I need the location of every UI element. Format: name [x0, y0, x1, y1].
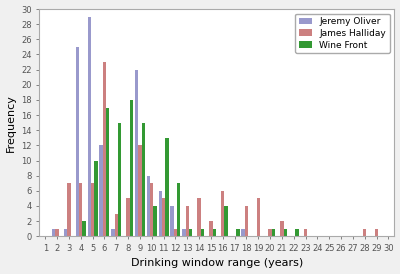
Bar [91, 183, 94, 236]
Bar [236, 229, 240, 236]
Bar [170, 206, 174, 236]
Bar [142, 123, 145, 236]
Bar [272, 229, 275, 236]
Bar [100, 145, 103, 236]
Bar [242, 229, 245, 236]
Bar [111, 229, 115, 236]
Bar [118, 123, 121, 236]
Bar [284, 229, 287, 236]
Bar [186, 206, 189, 236]
Bar [115, 213, 118, 236]
Bar [295, 229, 299, 236]
Bar [82, 221, 86, 236]
Bar [154, 206, 157, 236]
Bar [159, 191, 162, 236]
Bar [52, 229, 56, 236]
Bar [201, 229, 204, 236]
Bar [280, 221, 284, 236]
Bar [103, 62, 106, 236]
Bar [130, 100, 133, 236]
Bar [304, 229, 307, 236]
Bar [212, 229, 216, 236]
Bar [245, 206, 248, 236]
Bar [79, 183, 82, 236]
X-axis label: Drinking window range (years): Drinking window range (years) [131, 258, 303, 269]
Bar [198, 198, 201, 236]
Bar [182, 229, 186, 236]
Bar [150, 183, 154, 236]
Legend: Jeremy Oliver, James Halliday, Wine Front: Jeremy Oliver, James Halliday, Wine Fron… [295, 14, 390, 53]
Bar [174, 229, 177, 236]
Bar [224, 206, 228, 236]
Bar [162, 198, 165, 236]
Bar [268, 229, 272, 236]
Bar [67, 183, 71, 236]
Bar [147, 176, 150, 236]
Bar [106, 107, 110, 236]
Bar [138, 145, 142, 236]
Bar [375, 229, 378, 236]
Bar [256, 198, 260, 236]
Bar [64, 229, 67, 236]
Bar [126, 198, 130, 236]
Bar [221, 191, 224, 236]
Y-axis label: Frequency: Frequency [6, 94, 16, 152]
Bar [76, 47, 79, 236]
Bar [165, 138, 168, 236]
Bar [177, 183, 180, 236]
Bar [363, 229, 366, 236]
Bar [88, 17, 91, 236]
Bar [189, 229, 192, 236]
Bar [209, 221, 212, 236]
Bar [56, 229, 59, 236]
Bar [94, 161, 98, 236]
Bar [135, 70, 138, 236]
